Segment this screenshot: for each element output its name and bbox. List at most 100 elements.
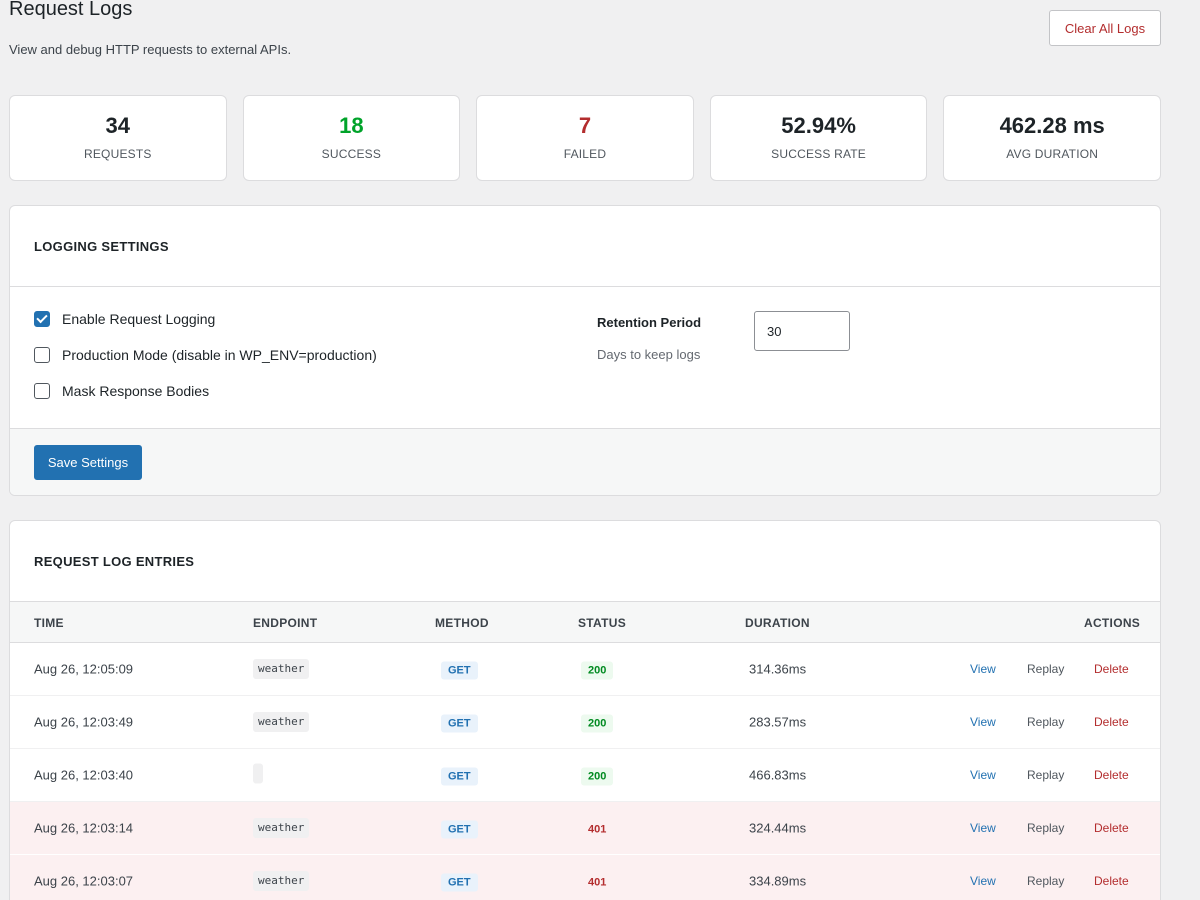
table-header: TIME ENDPOINT METHOD STATUS DURATION ACT… [10,602,1160,643]
stat-success: 18 SUCCESS [242,95,461,181]
method-badge: GET [441,767,478,786]
page-title: Request Logs [9,0,133,20]
endpoint-code [253,763,263,784]
mask-bodies-label: Mask Response Bodies [62,383,210,399]
log-heading: REQUEST LOG ENTRIES [10,521,1160,602]
stat-value: 52.94% [781,113,856,138]
replay-link[interactable]: Replay [1027,715,1065,729]
col-status[interactable]: STATUS [578,616,627,630]
row-method: GET [441,661,478,680]
stat-label: SUCCESS [321,147,382,161]
endpoint-code: weather [253,871,310,891]
status-badge: 401 [588,876,607,889]
replay-link[interactable]: Replay [1027,662,1065,676]
save-settings-button[interactable]: Save Settings [34,445,142,480]
stat-value: 462.28 ms [999,113,1105,138]
mask-bodies-checkbox[interactable] [34,383,50,399]
method-badge: GET [441,873,478,892]
row-duration: 334.89ms [749,873,807,889]
production-mode-checkbox[interactable] [34,347,50,363]
settings-footer: Save Settings [10,428,1160,495]
view-link[interactable]: View [970,662,996,676]
row-duration: 314.36ms [749,661,807,677]
production-mode-option[interactable]: Production Mode (disable in WP_ENV=produ… [34,347,377,363]
row-time: Aug 26, 12:03:49 [34,714,134,730]
row-time: Aug 26, 12:03:14 [34,820,134,836]
stat-value: 7 [578,113,592,138]
row-time: Aug 26, 12:03:40 [34,767,134,783]
stats-row: 34 REQUESTS 18 SUCCESS 7 FAILED 52.94% S… [9,95,1161,181]
request-log-card: REQUEST LOG ENTRIES TIME ENDPOINT METHOD… [9,520,1161,900]
row-time: Aug 26, 12:05:09 [34,661,134,677]
row-duration: 283.57ms [749,714,807,730]
replay-link[interactable]: Replay [1027,874,1065,888]
settings-body: Enable Request Logging Production Mode (… [10,287,1160,428]
replay-link[interactable]: Replay [1027,768,1065,782]
stat-failed: 7 FAILED [476,95,694,181]
retention-help: Days to keep logs [597,347,701,362]
row-status: 401 [581,874,613,889]
delete-link[interactable]: Delete [1094,768,1129,782]
table-row: Aug 26, 12:05:09 weather GET 200 314.36ms Vie… [10,643,1160,696]
col-duration[interactable]: DURATION [745,616,810,630]
retention-label: Retention Period [597,315,702,330]
delete-link[interactable]: Delete [1094,662,1129,676]
status-badge: 200 [581,767,614,786]
retention-input[interactable] [754,311,850,351]
stat-value: 34 [105,113,131,138]
row-status: 200 [581,767,614,786]
stat-requests: 34 REQUESTS [9,95,227,181]
method-badge: GET [441,661,478,680]
mask-bodies-option[interactable]: Mask Response Bodies [34,383,209,399]
row-status: 200 [581,661,614,680]
row-duration: 324.44ms [749,820,807,836]
col-endpoint[interactable]: ENDPOINT [253,616,318,630]
col-time[interactable]: TIME [34,616,64,630]
stat-value: 18 [339,113,364,138]
stat-label: REQUESTS [83,147,152,161]
settings-heading: LOGGING SETTINGS [10,206,1160,287]
endpoint-code: weather [253,818,310,838]
row-duration: 466.83ms [749,767,807,783]
view-link[interactable]: View [970,768,996,782]
view-link[interactable]: View [970,715,996,729]
row-method: GET [441,873,478,892]
stat-label: SUCCESS RATE [771,147,867,161]
row-endpoint: weather [253,871,310,891]
delete-link[interactable]: Delete [1094,715,1129,729]
enable-logging-checkbox[interactable] [34,311,50,327]
table-row: Aug 26, 12:03:14 weather GET 401 324.44ms Vie… [10,802,1160,855]
table-row: Aug 26, 12:03:07 weather GET 401 334.89ms Vie… [10,855,1160,900]
row-endpoint [253,763,263,787]
row-endpoint: weather [253,818,310,838]
method-badge: GET [441,820,478,839]
row-status: 200 [581,714,614,733]
status-badge: 200 [581,661,614,680]
endpoint-code: weather [253,712,310,732]
replay-link[interactable]: Replay [1027,821,1065,835]
col-method[interactable]: METHOD [435,616,489,630]
clear-all-logs-button[interactable]: Clear All Logs [1049,10,1161,46]
logging-settings-card: LOGGING SETTINGS Enable Request Logging … [9,205,1161,496]
stat-label: FAILED [563,147,607,161]
stat-avg-duration: 462.28 ms AVG DURATION [943,95,1161,181]
stat-success-rate: 52.94% SUCCESS RATE [709,95,928,181]
enable-logging-label: Enable Request Logging [62,311,216,327]
delete-link[interactable]: Delete [1094,821,1129,835]
stat-label: AVG DURATION [1006,147,1099,161]
table-body: Aug 26, 12:05:09 weather GET 200 314.36ms Vie… [10,643,1160,900]
view-link[interactable]: View [970,821,996,835]
row-endpoint: weather [253,712,310,732]
row-endpoint: weather [253,659,310,679]
row-method: GET [441,820,478,839]
row-method: GET [441,714,478,733]
enable-logging-option[interactable]: Enable Request Logging [34,311,215,327]
page-description: View and debug HTTP requests to external… [9,42,292,57]
table-row: Aug 26, 12:03:40 GET 200 466.83ms View Replay… [10,749,1160,802]
row-time: Aug 26, 12:03:07 [34,873,134,889]
table-row: Aug 26, 12:03:49 weather GET 200 283.57ms Vie… [10,696,1160,749]
view-link[interactable]: View [970,874,996,888]
delete-link[interactable]: Delete [1094,874,1129,888]
production-mode-label: Production Mode (disable in WP_ENV=produ… [62,347,377,363]
method-badge: GET [441,714,478,733]
